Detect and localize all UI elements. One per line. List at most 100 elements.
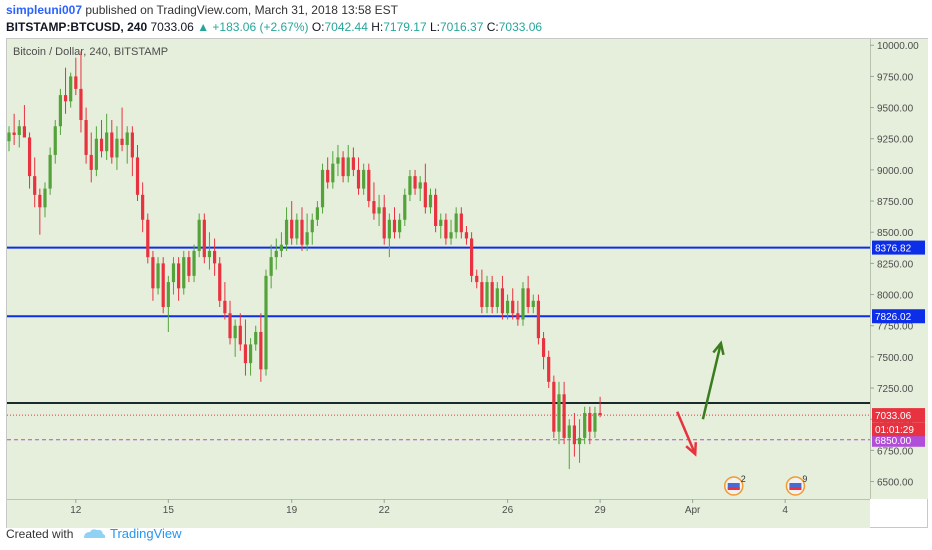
candle-body	[336, 157, 340, 164]
candle-body	[423, 182, 427, 208]
candle-body	[454, 213, 458, 233]
candle-body	[300, 219, 304, 245]
candle-body	[351, 157, 355, 170]
candle-body	[505, 300, 510, 314]
candle-body	[531, 300, 535, 308]
high-value: 7179.17	[383, 20, 427, 34]
candle-body	[177, 263, 181, 289]
candle-body	[274, 250, 278, 258]
candle-body	[105, 132, 109, 152]
candle-body	[284, 219, 289, 245]
arrow-up-head	[712, 340, 725, 356]
candle-body	[403, 194, 407, 220]
y-tick-label: 7500.00	[877, 353, 914, 364]
plot-area[interactable]	[7, 39, 870, 499]
candle-body	[305, 232, 309, 245]
candle-body	[511, 300, 515, 314]
last-price-text: 7033.06	[150, 20, 194, 34]
candle-body	[135, 157, 140, 195]
candle-body	[434, 194, 438, 226]
candle-body	[254, 331, 258, 345]
candle-body	[22, 126, 27, 138]
candle-body	[264, 275, 268, 370]
x-tick-label: Apr	[685, 505, 701, 516]
candle-body	[202, 219, 206, 258]
event-flag-1-count: 2	[741, 474, 746, 484]
support-tag-bg	[872, 432, 925, 447]
candle-body	[464, 232, 469, 239]
candle-body	[577, 437, 582, 445]
candle-body	[33, 176, 37, 195]
y-tick-label: 8750.00	[877, 197, 914, 208]
candle-body	[187, 257, 191, 276]
candle-body	[161, 263, 165, 308]
candle-body	[372, 201, 376, 214]
candle-body	[583, 412, 587, 438]
y-tick-label: 7250.00	[877, 384, 914, 395]
candle-body	[485, 282, 489, 308]
candle-body	[382, 207, 386, 239]
low-value: 7016.37	[439, 20, 484, 34]
published-text: published on TradingView.com, March 31, …	[85, 3, 399, 17]
candle-body	[89, 154, 93, 170]
candle-body	[156, 263, 160, 289]
x-tick-label: 4	[782, 505, 788, 516]
y-tick-label: 9250.00	[877, 135, 914, 146]
candle-body	[27, 137, 32, 177]
candle-body	[151, 257, 155, 289]
arrow-down-head	[685, 442, 698, 457]
candle-body	[43, 188, 47, 208]
candle-body	[146, 219, 150, 258]
candle-body	[562, 394, 566, 438]
countdown-tag-bg	[872, 422, 925, 437]
candle-body	[475, 275, 479, 283]
candle-body	[74, 76, 78, 89]
level-tag-resistance-upper-bg	[872, 240, 925, 255]
arrow-up-shaft	[701, 342, 723, 420]
y-tick-label: 6500.00	[877, 478, 914, 489]
candle-body	[223, 300, 227, 314]
candle-body	[470, 238, 474, 276]
candle-body	[218, 263, 222, 301]
candle-body	[12, 132, 16, 135]
x-tick-label: 19	[286, 505, 298, 516]
candle-body	[598, 412, 602, 416]
candle-body	[428, 194, 433, 208]
author-link[interactable]: simpleuni007	[6, 3, 83, 17]
candle-body	[69, 76, 73, 102]
candle-body	[547, 356, 551, 382]
candle-body	[362, 169, 366, 189]
candle-body	[536, 300, 541, 339]
publish-line: simpleuni007 published on TradingView.co…	[6, 3, 398, 17]
candle-body	[295, 219, 299, 239]
candle-body	[567, 425, 571, 438]
symbol-label: BITSTAMP:BTCUSD, 240	[6, 20, 148, 34]
created-with-text: Created with	[6, 527, 74, 541]
candle-body	[557, 394, 561, 432]
candle-body	[171, 263, 176, 283]
y-tick-label: 9000.00	[877, 166, 914, 177]
candle-body	[166, 282, 170, 308]
plot-layer	[7, 51, 870, 470]
y-tick-label: 10000.00	[877, 41, 919, 52]
candle-body	[459, 213, 463, 233]
candle-body	[192, 250, 196, 276]
candle-body	[516, 313, 520, 320]
tradingview-brand[interactable]: TradingView	[110, 526, 182, 541]
y-tick-label: 9750.00	[877, 72, 914, 83]
candle-body	[326, 169, 330, 183]
x-tick-label: 26	[502, 505, 514, 516]
candle-body	[141, 194, 145, 220]
event-flag-2-flag-top	[789, 483, 802, 489]
candle-body	[541, 338, 546, 357]
candle-body	[228, 313, 232, 339]
chart-header: simpleuni007 published on TradingView.co…	[0, 0, 932, 38]
y-tick-label: 7750.00	[877, 322, 914, 333]
candle-body	[197, 219, 201, 251]
candle-body	[17, 126, 21, 135]
candle-body	[521, 288, 525, 320]
candle-body	[490, 282, 494, 308]
chart-title: Bitcoin / Dollar, 240, BITSTAMP	[13, 46, 169, 58]
time-axis[interactable]	[7, 499, 870, 528]
